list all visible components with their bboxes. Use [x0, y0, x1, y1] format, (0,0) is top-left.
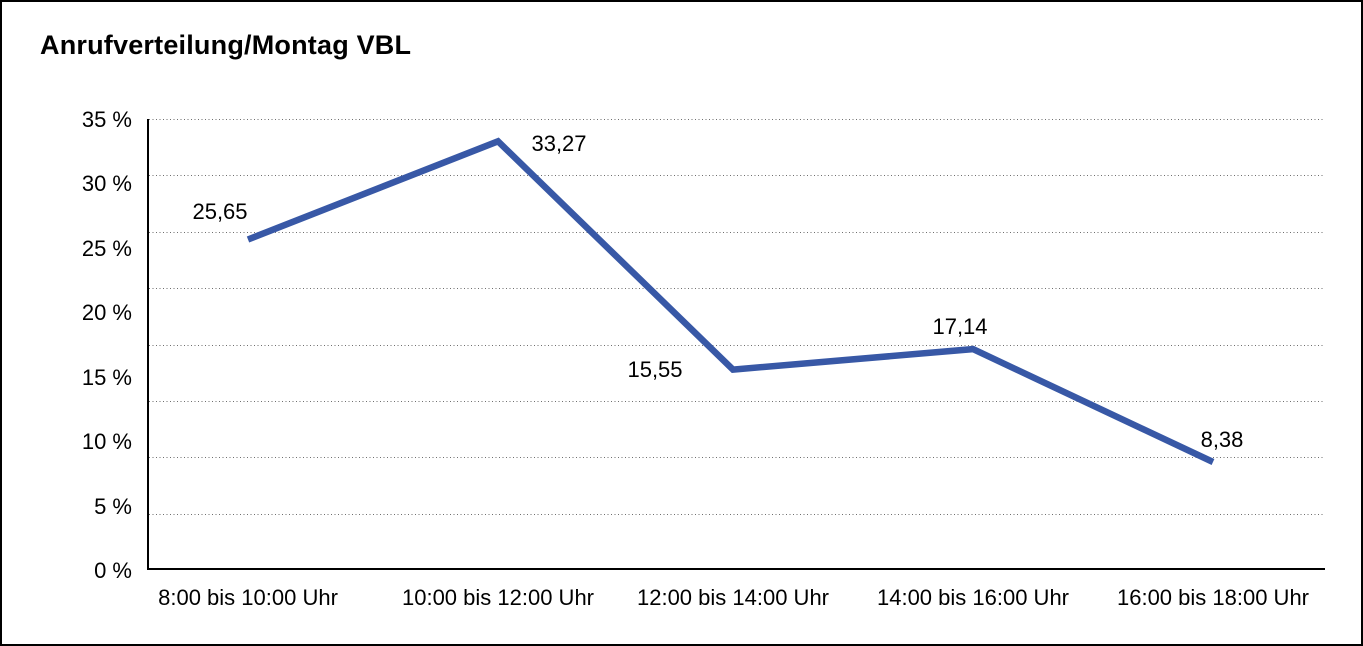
horizontal-gridline	[149, 231, 1325, 233]
horizontal-gridline	[149, 344, 1325, 346]
data-point-value-label: 25,65	[192, 199, 248, 224]
data-point-value-label: 33,27	[531, 131, 587, 156]
y-axis-tick-label: 30 %	[81, 171, 132, 197]
horizontal-gridline	[149, 175, 1325, 177]
y-axis-tick-label: 15 %	[81, 364, 132, 390]
horizontal-gridline	[149, 288, 1325, 290]
y-axis-tick-label: 0 %	[94, 558, 132, 583]
x-axis-category-label: 12:00 bis 14:00 Uhr	[636, 585, 830, 610]
y-axis-tick-label: 35 %	[81, 107, 132, 132]
x-axis-category-label: 16:00 bis 18:00 Uhr	[1116, 585, 1310, 610]
data-point-value-label: 15,55	[627, 357, 683, 382]
plot-area	[147, 119, 1325, 570]
x-axis-category-label: 14:00 bis 16:00 Uhr	[876, 585, 1070, 610]
y-axis-tick-label: 25 %	[81, 235, 132, 261]
y-axis-tick-label: 20 %	[81, 300, 132, 326]
horizontal-gridline	[149, 400, 1325, 402]
horizontal-gridline	[149, 119, 1325, 120]
horizontal-gridline	[149, 513, 1325, 515]
x-axis-category-label: 10:00 bis 12:00 Uhr	[401, 585, 595, 610]
y-axis-tick-label: 10 %	[81, 429, 132, 455]
horizontal-gridline	[149, 457, 1325, 459]
chart-title: Anrufverteilung/Montag VBL	[40, 30, 412, 60]
x-axis-category-label: 8:00 bis 10:00 Uhr	[158, 585, 338, 610]
y-axis-tick-label: 5 %	[94, 493, 132, 519]
data-point-value-label: 17,14	[932, 314, 988, 339]
data-point-value-label: 8,38	[1200, 427, 1244, 452]
